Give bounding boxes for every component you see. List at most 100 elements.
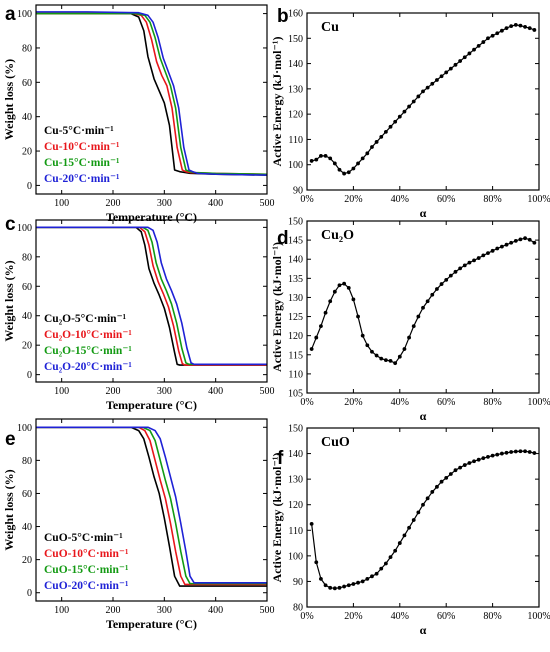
x-tick-label: 100 [54, 605, 69, 616]
y-tick-label: 80 [293, 603, 303, 614]
data-point [472, 47, 476, 52]
x-tick-label: 300 [157, 198, 172, 209]
data-point [360, 333, 365, 338]
data-point [448, 472, 453, 476]
data-point [332, 586, 337, 591]
y-tick-label: 90 [293, 186, 303, 197]
data-point [351, 582, 356, 586]
data-point [319, 324, 323, 329]
data-point [351, 297, 356, 302]
panel-letter: b [277, 6, 289, 27]
x-axis-title: Temperature (°C) [106, 617, 197, 631]
legend-entry: Cu₂O-5°C·min⁻¹ [44, 313, 126, 325]
data-point [416, 94, 421, 99]
x-tick-label: 80% [483, 194, 501, 205]
y-tick-label: 80 [22, 456, 32, 467]
data-point [360, 579, 365, 584]
data-point [453, 62, 458, 67]
x-tick-label: 400 [208, 198, 223, 209]
data-point [448, 273, 453, 278]
x-tick-label: 300 [157, 605, 172, 616]
data-point [518, 237, 523, 242]
data-point [370, 574, 374, 579]
data-point [439, 74, 444, 79]
data-point [444, 475, 449, 480]
data-point [323, 583, 328, 588]
panel-letter: d [277, 228, 289, 249]
panel-letter: a [5, 4, 16, 25]
x-tick-label: 400 [208, 605, 223, 616]
data-point [481, 456, 486, 461]
data-point [509, 450, 514, 454]
data-point [513, 238, 518, 243]
plot-area [36, 226, 267, 366]
y-tick-label: 115 [288, 350, 303, 361]
data-point [486, 251, 490, 256]
data-point [499, 28, 504, 33]
y-tick-label: 80 [22, 43, 32, 54]
data-point [314, 560, 319, 565]
data-point [365, 343, 370, 348]
data-point [351, 166, 356, 171]
y-tick-label: 120 [288, 331, 303, 342]
series-line [36, 226, 267, 366]
data-point [402, 533, 407, 538]
data-point [518, 449, 523, 454]
y-tick-label: 150 [288, 424, 303, 435]
y-tick-label: 40 [22, 522, 32, 533]
y-axis-title: Active Energy (kJ·mol⁻¹) [270, 37, 284, 167]
data-point [435, 484, 439, 489]
data-point [467, 51, 472, 56]
y-tick-label: 20 [22, 555, 32, 566]
data-point [467, 461, 472, 465]
y-tick-label: 120 [288, 110, 303, 121]
data-point [425, 85, 430, 90]
data-point [490, 33, 495, 38]
x-tick-label: 20% [344, 611, 362, 622]
data-point [439, 282, 444, 286]
y-tick-label: 150 [288, 217, 303, 228]
x-tick-label: 60% [437, 397, 455, 408]
x-tick-label: 200 [106, 605, 121, 616]
data-point [495, 31, 500, 36]
data-point [374, 353, 379, 358]
data-point [319, 576, 323, 581]
plot-frame [306, 427, 540, 608]
y-axis-title: Weight loss (%) [2, 260, 16, 341]
y-axis-title: Weight loss (%) [2, 59, 16, 140]
plot-area [309, 236, 537, 366]
data-point [462, 55, 467, 60]
data-point [374, 571, 379, 576]
y-tick-label: 40 [22, 311, 32, 322]
data-point [397, 114, 402, 119]
data-point [393, 119, 398, 124]
y-tick-label: 60 [22, 489, 32, 500]
data-point [314, 157, 319, 162]
legend-entry: Cu₂O-10°C·min⁻¹ [44, 329, 132, 341]
data-point [486, 454, 490, 459]
data-point [328, 299, 333, 304]
data-point [407, 335, 411, 340]
plot-area [36, 11, 267, 176]
y-tick-label: 135 [288, 274, 303, 285]
data-point [532, 451, 537, 455]
data-point [346, 583, 351, 588]
data-point [379, 356, 384, 361]
data-point [416, 510, 421, 515]
data-point [532, 240, 537, 245]
data-point [458, 465, 463, 470]
data-point [383, 129, 388, 134]
legend-entry: Cu₂O-15°C·min⁻¹ [44, 345, 132, 357]
x-tick-label: 100% [527, 611, 550, 622]
series-line [36, 12, 267, 176]
series-line [36, 426, 267, 585]
x-tick-label: 20% [344, 194, 362, 205]
data-point [411, 99, 416, 104]
data-point [397, 541, 402, 545]
data-point [458, 266, 463, 271]
data-point [337, 585, 342, 590]
data-point [356, 314, 360, 319]
data-point [323, 153, 328, 158]
plot-frame [306, 220, 540, 394]
x-tick-label: 100% [527, 194, 550, 205]
